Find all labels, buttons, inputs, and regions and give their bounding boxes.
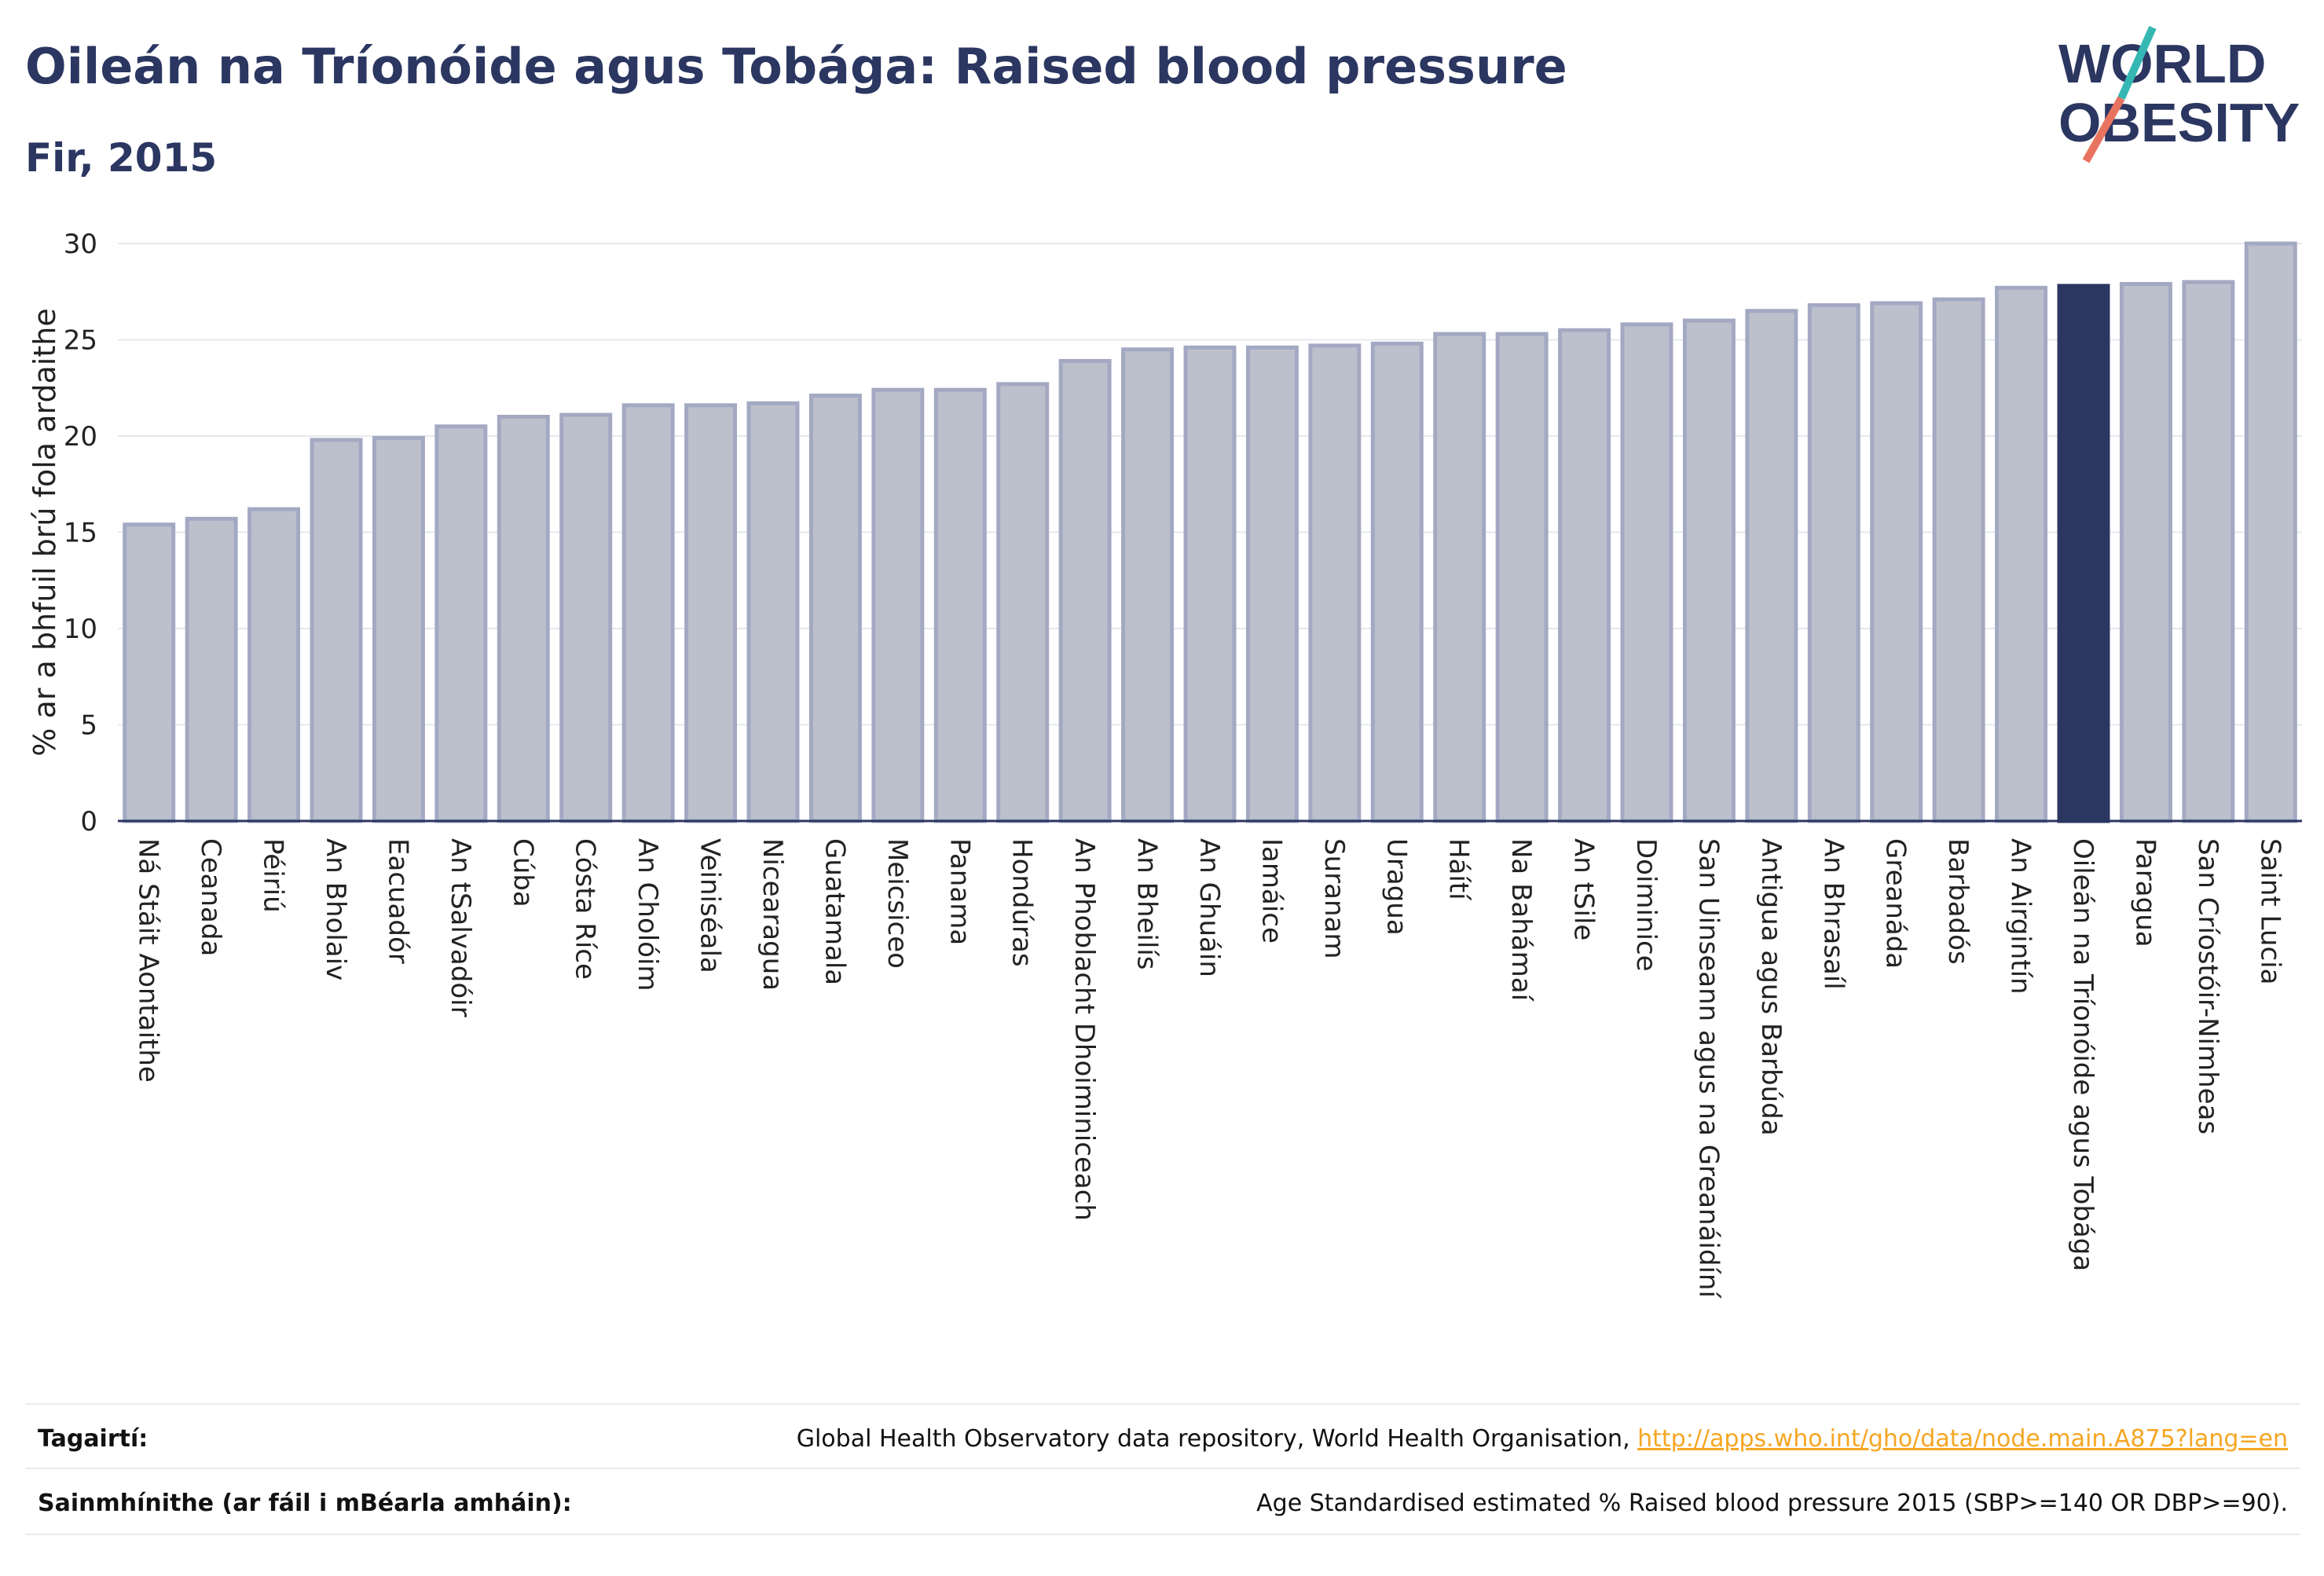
references-link[interactable]: http://apps.who.int/gho/data/node.main.A… xyxy=(1637,1425,2288,1453)
footer-divider-bottom xyxy=(25,1534,2300,1535)
x-tick-label: Cósta Ríce xyxy=(570,838,601,980)
bar xyxy=(808,394,862,823)
x-tick-label: Cúba xyxy=(507,838,538,907)
x-tick-label: An Airgintín xyxy=(2005,838,2036,995)
x-tick-label: Iamáice xyxy=(1255,838,1287,944)
x-tick-label: An Ghuáin xyxy=(1193,838,1225,977)
x-tick-label: Hondúras xyxy=(1006,838,1038,967)
y-tick-label: 0 xyxy=(80,806,97,837)
bar xyxy=(2119,281,2172,823)
bar xyxy=(2182,280,2235,823)
bar xyxy=(1870,301,1923,823)
x-tick-label: Veiniséala xyxy=(695,838,726,973)
x-tick-label: San Críostóir-Nimheas xyxy=(2192,838,2223,1134)
y-tick-label: 25 xyxy=(64,325,97,357)
x-tick-label: Barbadós xyxy=(1942,838,1974,965)
x-tick-label: Meicsiceo xyxy=(882,838,913,969)
y-axis-label: % ar a bhfuil brú fola ardaithe xyxy=(27,308,62,756)
references-label: Tagairtí: xyxy=(38,1425,148,1453)
bar xyxy=(746,401,800,823)
x-tick-label: Ná Stáit Aontaithe xyxy=(133,838,164,1083)
bar-chart: 0 5 10 15 20 25 30 % ar a bhfuil brú fola ardai… xyxy=(27,229,2302,1299)
bar xyxy=(1245,345,1299,823)
x-tick-label: An Bhrasaíl xyxy=(1817,838,1849,990)
x-tick-label: Na Bahámaí xyxy=(1505,838,1537,1002)
bar xyxy=(1183,345,1237,823)
y-tick-label: 20 xyxy=(64,421,97,453)
x-tick-label: An tSile xyxy=(1568,838,1600,940)
bar xyxy=(933,387,987,823)
references-row: Tagairtí: Global Health Observatory data… xyxy=(25,1408,2300,1471)
bar xyxy=(185,516,238,823)
x-tick-label: An tSalvadóir xyxy=(445,838,476,1017)
bar xyxy=(1433,332,1486,823)
logo-slash-coral xyxy=(2082,96,2125,163)
bar xyxy=(372,435,425,823)
bar xyxy=(559,412,613,823)
y-tick-label: 10 xyxy=(64,614,97,645)
x-tick-label: An Cholóim xyxy=(632,838,663,991)
bar xyxy=(2057,284,2110,823)
bar xyxy=(497,415,550,823)
chart-subtitle: Fir, 2015 xyxy=(25,135,218,181)
bar xyxy=(2244,241,2297,823)
x-tick-label: Háítí xyxy=(1443,838,1475,901)
x-tick-label: Greanáda xyxy=(1880,838,1912,969)
x-tick-label: Uragua xyxy=(1380,838,1412,936)
logo-line1: WORLD xyxy=(2058,33,2266,94)
bar xyxy=(1121,347,1175,823)
x-tick-label: Péiriú xyxy=(258,838,289,913)
bar xyxy=(434,424,488,823)
x-tick-label: Antigua agus Barbúda xyxy=(1755,838,1787,1136)
y-tick-label: 30 xyxy=(64,229,97,260)
bar xyxy=(1932,297,1985,823)
x-tick-label: Saint Lucia xyxy=(2254,838,2286,984)
x-tick-label: An Bholaiv xyxy=(320,838,351,980)
bar xyxy=(1620,322,1673,823)
footer-divider-middle xyxy=(25,1468,2300,1469)
bar xyxy=(1495,332,1549,823)
bar xyxy=(310,438,363,823)
bar xyxy=(1558,328,1611,823)
bar xyxy=(1745,309,1798,823)
bar xyxy=(621,403,675,823)
bar xyxy=(1370,341,1424,823)
footer-divider-top xyxy=(25,1403,2300,1405)
x-tick-label: Paragua xyxy=(2129,838,2161,947)
bar xyxy=(123,522,176,823)
bar xyxy=(1995,285,2048,823)
y-tick-label: 5 xyxy=(80,710,97,742)
x-tick-label: Ceanada xyxy=(195,838,226,956)
x-tick-label: Oileán na Tríonóide agus Tobága xyxy=(2067,838,2099,1271)
definitions-row: Sainmhínithe (ar fáil i mBéarla amháin):… xyxy=(25,1472,2300,1535)
definitions-label: Sainmhínithe (ar fáil i mBéarla amháin): xyxy=(38,1490,572,1517)
definitions-text: Age Standardised estimated % Raised bloo… xyxy=(1256,1490,2288,1517)
world-obesity-logo: WORLD OBESITY xyxy=(2058,25,2300,163)
bar xyxy=(871,387,925,823)
bar xyxy=(996,382,1050,823)
bar xyxy=(1807,302,1860,823)
bar xyxy=(1308,343,1362,823)
bar xyxy=(1682,318,1736,823)
x-tick-label: Nicearagua xyxy=(757,838,788,991)
x-tick-label: San Uinseann agus na Greanáidíní xyxy=(1692,838,1724,1299)
x-tick-label: Guatamala xyxy=(819,838,850,985)
x-tick-label: An Phoblacht Dhoiminiceach xyxy=(1069,838,1100,1221)
logo-slash-teal xyxy=(2117,25,2157,101)
x-tick-label: Panama xyxy=(944,838,975,945)
x-tick-label: Doiminice xyxy=(1630,838,1662,972)
y-tick-label: 15 xyxy=(64,518,97,549)
bar xyxy=(247,507,301,823)
chart-title: Oileán na Tríonóide agus Tobága: Raised … xyxy=(25,38,1567,95)
bar xyxy=(684,403,738,823)
x-tick-label: An Bheilís xyxy=(1131,838,1163,969)
x-tick-label: Suranam xyxy=(1318,838,1350,958)
bar xyxy=(1058,358,1112,823)
x-tick-label: Eacuadór xyxy=(382,838,413,964)
references-value: Global Health Observatory data repositor… xyxy=(797,1425,2288,1453)
references-text: Global Health Observatory data repositor… xyxy=(796,1425,1638,1453)
